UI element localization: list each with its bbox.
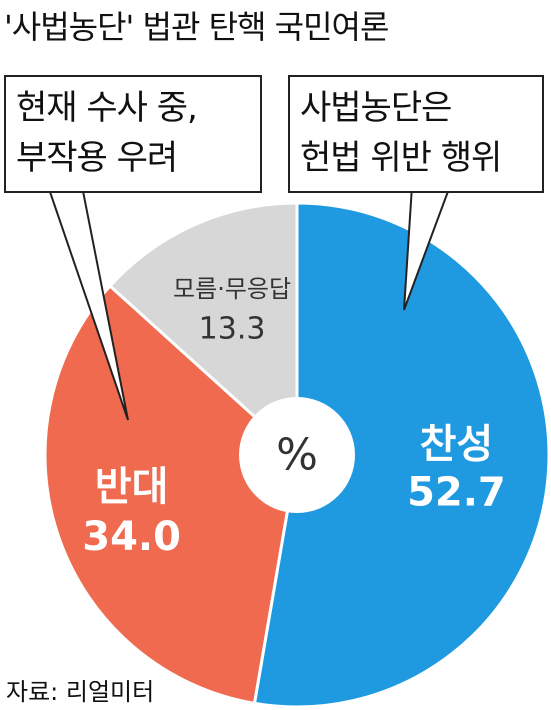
- slice-value-agree: 52.7: [407, 470, 506, 516]
- callout-box-right: 사법농단은 헌법 위반 행위: [288, 75, 544, 193]
- callout-left-line-1: 현재 수사 중,: [16, 88, 198, 128]
- slice-value-unknown: 13.3: [199, 311, 266, 346]
- center-unit-label: %: [276, 430, 318, 481]
- slice-disagree: [43, 283, 299, 706]
- center-hole: [239, 397, 355, 513]
- slice-label-unknown: 모름·무응답: [173, 275, 291, 303]
- slice-label-agree: 찬성: [420, 422, 494, 468]
- slice-label-disagree: 반대: [95, 464, 169, 510]
- chart-title: '사법농단' 법관 탄핵 국민여론: [4, 8, 389, 46]
- source-note: 자료: 리얼미터: [6, 678, 155, 706]
- callout-right-line-2: 헌법 위반 행위: [300, 138, 502, 178]
- callout-right-line-1: 사법농단은: [300, 88, 452, 128]
- callout-left-line-2: 부작용 우려: [16, 138, 178, 178]
- callout-box-left: 현재 수사 중, 부작용 우려: [4, 75, 262, 193]
- slice-unknown: [107, 201, 299, 459]
- slice-value-disagree: 34.0: [82, 514, 181, 560]
